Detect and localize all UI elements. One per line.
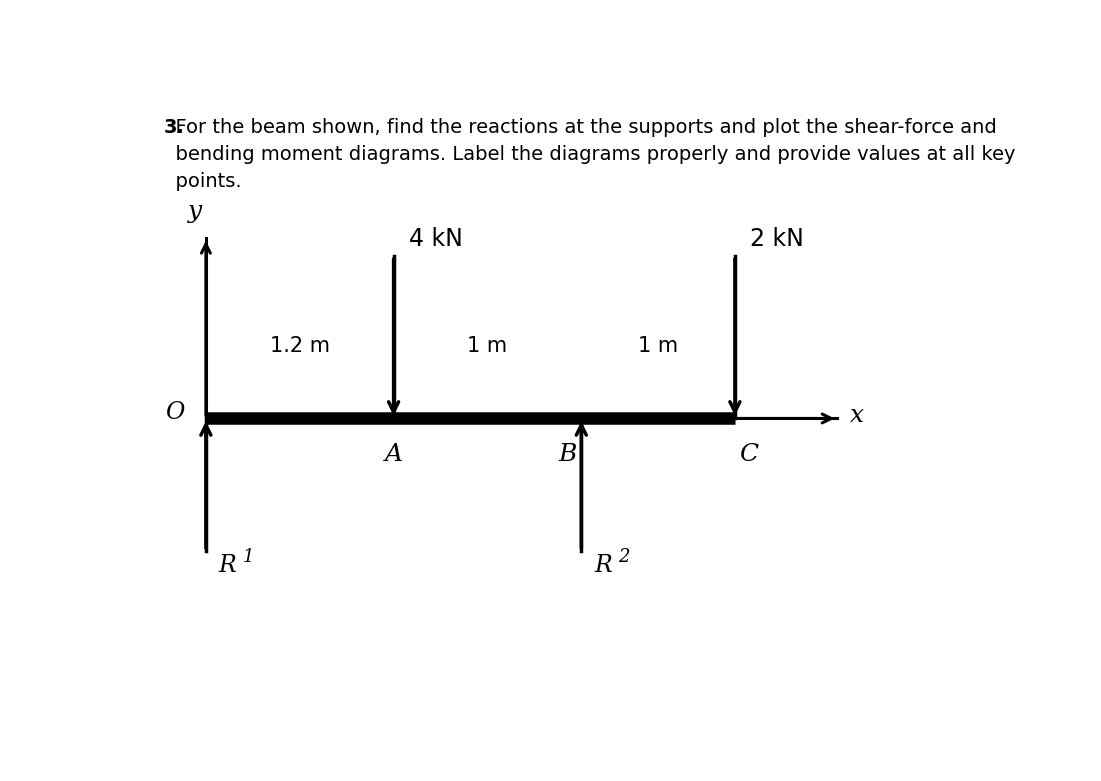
Text: 1: 1: [242, 547, 254, 565]
Text: y: y: [188, 200, 201, 223]
Text: 1.2 m: 1.2 m: [270, 337, 329, 356]
Text: C: C: [739, 443, 759, 465]
Text: 3.: 3.: [163, 118, 184, 137]
Text: A: A: [384, 443, 403, 465]
Text: O: O: [165, 401, 185, 424]
Text: R: R: [219, 554, 237, 576]
Text: For the beam shown, find the reactions at the supports and plot the shear-force : For the beam shown, find the reactions a…: [163, 118, 1016, 191]
Text: 1 m: 1 m: [468, 337, 508, 356]
Text: B: B: [558, 443, 577, 465]
Text: 4 kN: 4 kN: [408, 227, 462, 251]
Text: 1 m: 1 m: [639, 337, 678, 356]
Text: x: x: [850, 404, 864, 427]
Text: 2 kN: 2 kN: [750, 227, 804, 251]
Text: 2: 2: [618, 547, 630, 565]
Text: R: R: [595, 554, 612, 576]
